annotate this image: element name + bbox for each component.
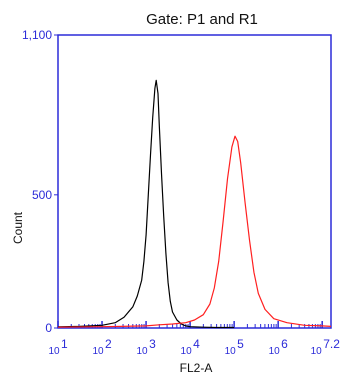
x-tick-base: 10 — [225, 346, 237, 357]
y-axis: 0 500 1,100 — [22, 28, 58, 335]
x-tick-base: 10 — [48, 346, 60, 357]
series-line-2 — [58, 136, 331, 327]
plot-frame — [58, 35, 331, 328]
y-tick-label: 500 — [32, 188, 52, 202]
series-lines — [58, 80, 331, 327]
series-line-1 — [58, 80, 234, 327]
x-tick-base: 10 — [181, 346, 193, 357]
x-tick-exponent: 5 — [237, 337, 244, 351]
x-tick-base: 10 — [92, 346, 104, 357]
x-tick-exponent: 2 — [105, 337, 112, 351]
x-tick-exponent: 3 — [149, 337, 156, 351]
x-tick-exponent: 6 — [281, 337, 288, 351]
y-axis-label: Count — [11, 211, 25, 244]
x-tick-base: 10 — [137, 346, 149, 357]
x-tick-exponent: 7.2 — [323, 337, 340, 351]
x-tick-base: 10 — [311, 346, 323, 357]
x-tick-exponent: 4 — [193, 337, 200, 351]
y-tick-label: 1,100 — [22, 28, 52, 42]
chart-title: Gate: P1 and R1 — [146, 11, 258, 28]
y-tick-label: 0 — [45, 321, 52, 335]
x-axis-label: FL2-A — [180, 361, 213, 375]
x-tick-base: 10 — [269, 346, 281, 357]
x-tick-exponent: 1 — [61, 337, 68, 351]
